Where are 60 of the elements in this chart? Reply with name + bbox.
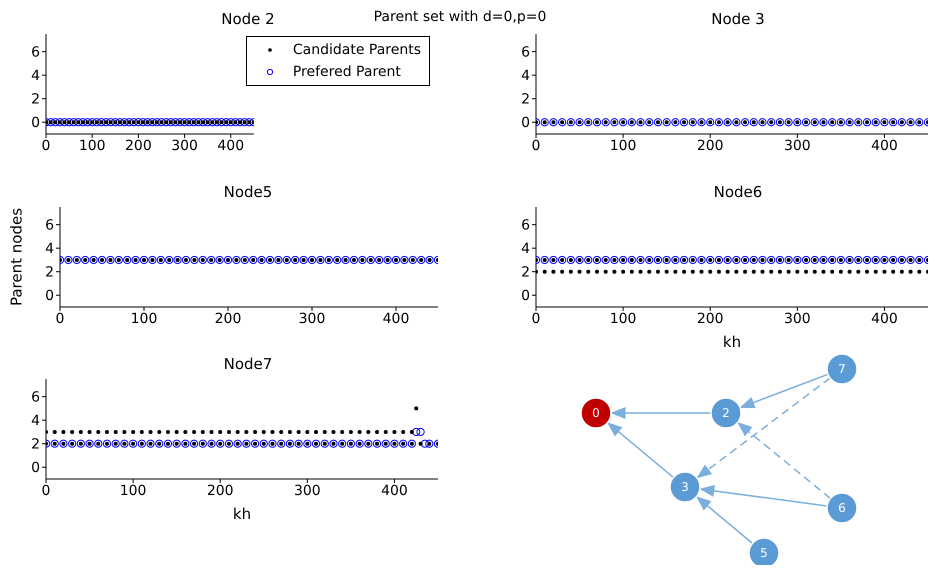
x-tick-label: 0 bbox=[532, 310, 540, 327]
chart-title: Node7 bbox=[222, 355, 274, 373]
y-tick-label: 2 bbox=[521, 92, 530, 108]
x-tick-label: 400 bbox=[871, 310, 898, 327]
y-tick-label: 6 bbox=[521, 44, 530, 61]
y-tick-label: 6 bbox=[45, 218, 54, 234]
y-tick-label: 2 bbox=[31, 436, 40, 453]
x-tick-label: 200 bbox=[696, 138, 724, 154]
x-tick-label: 300 bbox=[784, 310, 811, 327]
category-label: 7 bbox=[838, 362, 846, 376]
x-tick-label: 200 bbox=[214, 310, 242, 327]
category-label: 3 bbox=[681, 480, 689, 494]
x-tick-label: 0 bbox=[532, 138, 540, 154]
x-tick-label: 300 bbox=[171, 138, 198, 154]
x-tick-label: 400 bbox=[382, 310, 410, 327]
y-tick-label: 0 bbox=[521, 288, 530, 304]
y-tick-label: 0 bbox=[31, 460, 40, 476]
y-tick-label: 0 bbox=[31, 115, 40, 132]
x-tick-label: 100 bbox=[610, 138, 636, 154]
y-tick-label: 4 bbox=[521, 241, 530, 258]
x-tick-label: 100 bbox=[120, 482, 146, 499]
x-tick-label: 100 bbox=[610, 310, 636, 327]
text: Parent set with d=0,p=0 bbox=[372, 9, 548, 25]
x-tick-label: 100 bbox=[130, 310, 158, 327]
chart-title: Node 2 bbox=[221, 10, 275, 28]
y-tick-label: 4 bbox=[45, 241, 54, 258]
x-tick-label: 0 bbox=[56, 310, 64, 327]
category-label: 0 bbox=[592, 406, 600, 420]
x-tick-label: 300 bbox=[298, 310, 326, 327]
chart-title: Node 3 bbox=[710, 10, 766, 28]
y-tick-label: 6 bbox=[521, 218, 530, 234]
y-axis-title: Parent nodes bbox=[7, 208, 26, 306]
chart-title: Node5 bbox=[222, 183, 274, 201]
y-tick-label: 2 bbox=[45, 264, 54, 281]
x-tick-label: 100 bbox=[78, 138, 106, 154]
legend-label: Candidate Parents bbox=[292, 42, 421, 58]
category-label: 5 bbox=[760, 546, 768, 560]
x-axis-title: kh bbox=[232, 505, 252, 523]
y-tick-label: 6 bbox=[31, 390, 40, 406]
category-label: 2 bbox=[722, 406, 730, 420]
x-tick-label: 400 bbox=[871, 138, 898, 154]
x-tick-label: 200 bbox=[206, 482, 234, 499]
category-label: 6 bbox=[838, 501, 846, 515]
y-tick-label: 0 bbox=[45, 288, 54, 304]
x-tick-label: 200 bbox=[125, 138, 152, 154]
y-tick-label: 2 bbox=[521, 264, 530, 281]
y-tick-label: 4 bbox=[31, 68, 40, 84]
y-tick-label: 4 bbox=[31, 413, 40, 430]
x-tick-label: 300 bbox=[294, 482, 321, 499]
y-tick-label: 6 bbox=[31, 44, 40, 61]
x-axis-title: kh bbox=[722, 333, 742, 351]
y-tick-label: 2 bbox=[31, 92, 40, 108]
x-tick-label: 200 bbox=[696, 310, 724, 327]
y-tick-label: 0 bbox=[521, 115, 530, 132]
y-tick-label: 4 bbox=[521, 68, 530, 84]
x-tick-label: 300 bbox=[784, 138, 811, 154]
chart-title: Node6 bbox=[712, 183, 764, 201]
x-tick-label: 400 bbox=[381, 482, 408, 499]
legend-label: Prefered Parent bbox=[292, 64, 401, 80]
x-tick-label: 400 bbox=[217, 138, 244, 154]
